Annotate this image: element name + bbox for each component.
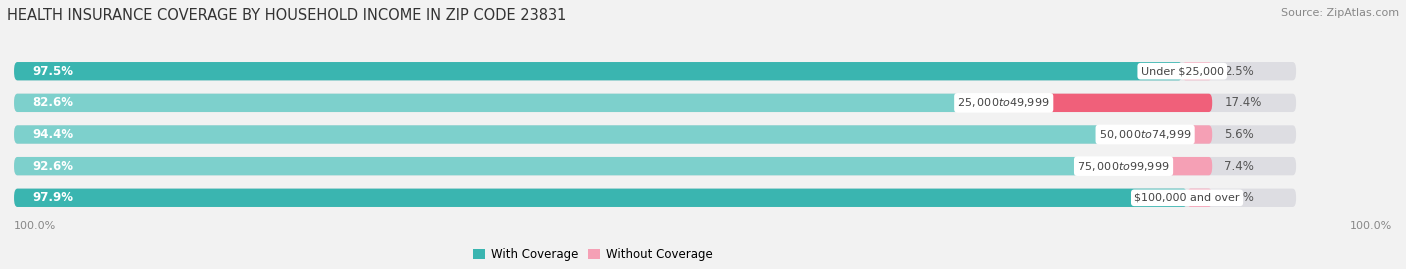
FancyBboxPatch shape xyxy=(1004,94,1212,112)
Text: 2.1%: 2.1% xyxy=(1225,191,1254,204)
FancyBboxPatch shape xyxy=(14,94,1296,112)
Text: $100,000 and over: $100,000 and over xyxy=(1135,193,1240,203)
FancyBboxPatch shape xyxy=(14,189,1296,207)
Text: 100.0%: 100.0% xyxy=(14,221,56,231)
Text: 94.4%: 94.4% xyxy=(32,128,73,141)
FancyBboxPatch shape xyxy=(1182,62,1212,80)
FancyBboxPatch shape xyxy=(14,157,1123,175)
Text: 97.5%: 97.5% xyxy=(32,65,73,78)
Text: Under $25,000: Under $25,000 xyxy=(1140,66,1223,76)
Text: 97.9%: 97.9% xyxy=(32,191,73,204)
Text: Source: ZipAtlas.com: Source: ZipAtlas.com xyxy=(1281,8,1399,18)
Text: 2.5%: 2.5% xyxy=(1225,65,1254,78)
FancyBboxPatch shape xyxy=(14,125,1144,144)
Text: 82.6%: 82.6% xyxy=(32,96,73,109)
FancyBboxPatch shape xyxy=(14,62,1296,80)
Text: 17.4%: 17.4% xyxy=(1225,96,1261,109)
Text: 7.4%: 7.4% xyxy=(1225,160,1254,173)
Text: $25,000 to $49,999: $25,000 to $49,999 xyxy=(957,96,1050,109)
Text: 100.0%: 100.0% xyxy=(1350,221,1392,231)
Legend: With Coverage, Without Coverage: With Coverage, Without Coverage xyxy=(474,248,713,261)
FancyBboxPatch shape xyxy=(14,157,1296,175)
Text: 92.6%: 92.6% xyxy=(32,160,73,173)
Text: HEALTH INSURANCE COVERAGE BY HOUSEHOLD INCOME IN ZIP CODE 23831: HEALTH INSURANCE COVERAGE BY HOUSEHOLD I… xyxy=(7,8,567,23)
Text: $75,000 to $99,999: $75,000 to $99,999 xyxy=(1077,160,1170,173)
Text: 5.6%: 5.6% xyxy=(1225,128,1254,141)
FancyBboxPatch shape xyxy=(1123,157,1212,175)
FancyBboxPatch shape xyxy=(14,62,1182,80)
FancyBboxPatch shape xyxy=(1144,125,1212,144)
FancyBboxPatch shape xyxy=(14,125,1296,144)
FancyBboxPatch shape xyxy=(14,94,1004,112)
FancyBboxPatch shape xyxy=(1187,189,1212,207)
FancyBboxPatch shape xyxy=(14,189,1187,207)
Text: $50,000 to $74,999: $50,000 to $74,999 xyxy=(1099,128,1191,141)
